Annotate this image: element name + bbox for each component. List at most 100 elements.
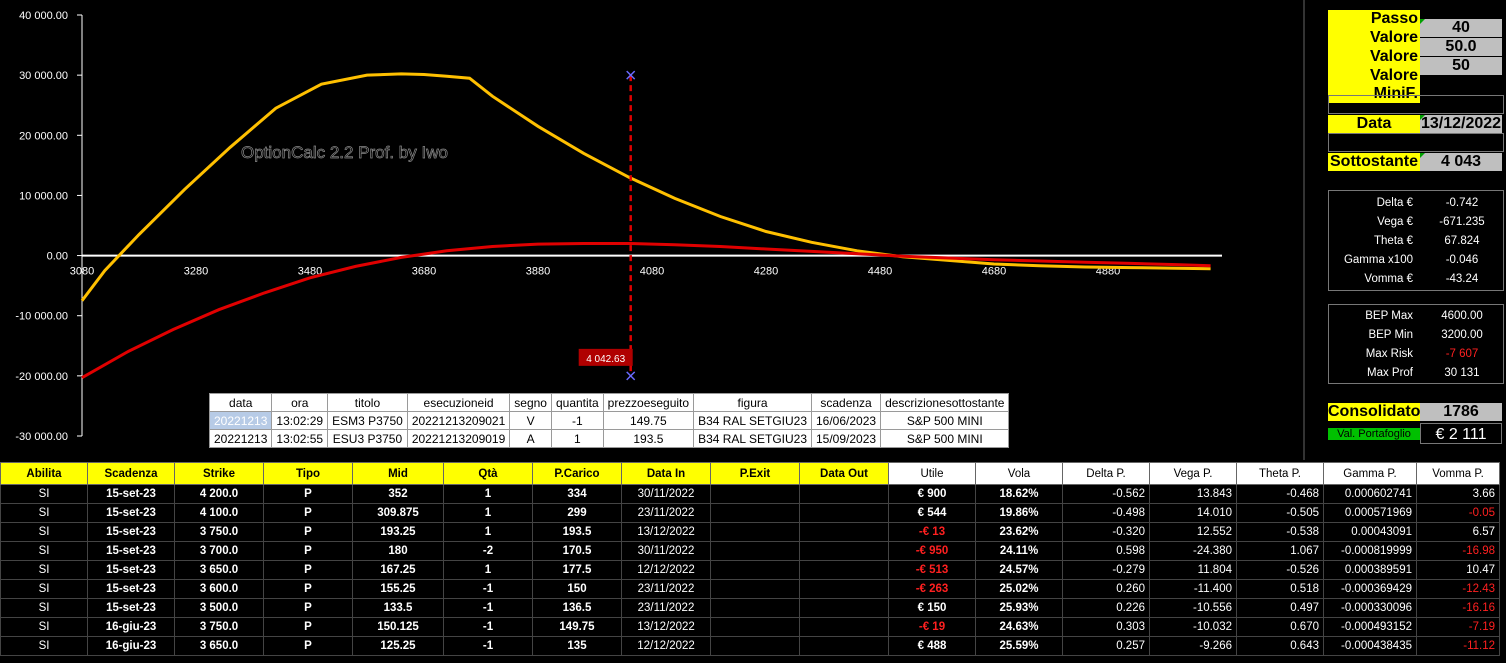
trades-cell[interactable]: ESM3 P3750	[327, 411, 408, 430]
valore-opzioni-value[interactable]: 50.0	[1420, 37, 1502, 56]
grid-cell[interactable]: -2	[443, 541, 533, 561]
grid-cell[interactable]: 15-set-23	[87, 579, 175, 599]
grid-cell[interactable]: SI	[0, 617, 88, 637]
grid-cell[interactable]: P	[263, 522, 353, 542]
grid-cell[interactable]	[799, 636, 889, 656]
trades-cell[interactable]: S&P 500 MINI	[880, 429, 1010, 448]
grid-cell[interactable]: 23/11/2022	[621, 598, 711, 618]
trades-cell[interactable]: ESU3 P3750	[327, 429, 408, 448]
grid-cell[interactable]: 3 650.0	[174, 560, 264, 580]
grid-cell[interactable]: 193.5	[532, 522, 622, 542]
trades-cell[interactable]: -1	[550, 411, 604, 430]
trades-cell[interactable]: 1	[550, 429, 604, 448]
grid-cell[interactable]: P	[263, 560, 353, 580]
grid-cell[interactable]	[710, 503, 800, 523]
trades-cell[interactable]: 15/09/2023	[810, 429, 882, 448]
grid-cell[interactable]	[710, 579, 800, 599]
grid-cell[interactable]: SI	[0, 503, 88, 523]
grid-cell[interactable]: 309.875	[352, 503, 444, 523]
grid-cell[interactable]: 1	[443, 522, 533, 542]
grid-cell[interactable]: -1	[443, 617, 533, 637]
grid-row[interactable]: SI 15-set-23 3 500.0 P 133.5 -1 136.5 23/11/202…	[0, 598, 1500, 618]
grid-cell[interactable]: SI	[0, 484, 88, 504]
grid-cell[interactable]: 125.25	[352, 636, 444, 656]
trades-cell[interactable]: B34 RAL SETGIU23	[693, 429, 812, 448]
grid-cell[interactable]: 3 750.0	[174, 617, 264, 637]
grid-cell[interactable]: 15-set-23	[87, 541, 175, 561]
grid-cell[interactable]: -1	[443, 598, 533, 618]
grid-cell[interactable]: 180	[352, 541, 444, 561]
grid-cell[interactable]	[710, 560, 800, 580]
grid-cell[interactable]: SI	[0, 560, 88, 580]
grid-cell[interactable]: P	[263, 617, 353, 637]
data-value[interactable]: 13/12/2022	[1420, 114, 1502, 133]
trades-cell[interactable]: B34 RAL SETGIU23	[693, 411, 812, 430]
trades-cell[interactable]: A	[509, 429, 552, 448]
grid-cell[interactable]	[799, 560, 889, 580]
grid-cell[interactable]: 3 750.0	[174, 522, 264, 542]
grid-cell[interactable]	[710, 617, 800, 637]
trades-row[interactable]: 20221213 13:02:55 ESU3 P3750 20221213209019…	[208, 429, 1010, 448]
grid-cell[interactable]: 352	[352, 484, 444, 504]
trades-cell[interactable]: 20221213	[208, 429, 273, 448]
grid-cell[interactable]: 15-set-23	[87, 560, 175, 580]
grid-cell[interactable]: 15-set-23	[87, 503, 175, 523]
grid-cell[interactable]	[799, 503, 889, 523]
grid-cell[interactable]: 1	[443, 503, 533, 523]
grid-cell[interactable]	[710, 598, 800, 618]
grid-cell[interactable]: 30/11/2022	[621, 541, 711, 561]
grid-cell[interactable]: 3 650.0	[174, 636, 264, 656]
trades-cell[interactable]: 13:02:29	[271, 411, 329, 430]
grid-cell[interactable]	[799, 484, 889, 504]
grid-cell[interactable]: -1	[443, 579, 533, 599]
grid-cell[interactable]: 12/12/2022	[621, 560, 711, 580]
grid-cell[interactable]	[710, 636, 800, 656]
grid-cell[interactable]: 15-set-23	[87, 598, 175, 618]
grid-cell[interactable]: 16-giu-23	[87, 636, 175, 656]
grid-cell[interactable]: SI	[0, 522, 88, 542]
grid-cell[interactable]: 13/12/2022	[621, 617, 711, 637]
grid-cell[interactable]: SI	[0, 636, 88, 656]
valore-future-value[interactable]: 50	[1420, 56, 1502, 75]
grid-cell[interactable]: 23/11/2022	[621, 503, 711, 523]
grid-cell[interactable]: 135	[532, 636, 622, 656]
grid-cell[interactable]	[799, 541, 889, 561]
trades-row[interactable]: 20221213 13:02:29 ESM3 P3750 20221213209021…	[208, 411, 1010, 430]
grid-cell[interactable]	[799, 598, 889, 618]
grid-cell[interactable]: 4 200.0	[174, 484, 264, 504]
grid-cell[interactable]	[710, 522, 800, 542]
grid-row[interactable]: SI 15-set-23 3 700.0 P 180 -2 170.5 30/11/2022 -…	[0, 541, 1500, 561]
grid-row[interactable]: SI 16-giu-23 3 750.0 P 150.125 -1 149.75 13/12/…	[0, 617, 1500, 637]
grid-cell[interactable]	[799, 579, 889, 599]
grid-cell[interactable]: 193.25	[352, 522, 444, 542]
trades-cell[interactable]: V	[509, 411, 552, 430]
grid-cell[interactable]: 299	[532, 503, 622, 523]
trades-cell[interactable]: 149.75	[602, 411, 695, 430]
grid-cell[interactable]: 13/12/2022	[621, 522, 711, 542]
grid-cell[interactable]: 1	[443, 484, 533, 504]
grid-cell[interactable]: SI	[0, 541, 88, 561]
grid-cell[interactable]: 150	[532, 579, 622, 599]
grid-cell[interactable]: -1	[443, 636, 533, 656]
trades-cell[interactable]: 20221213209019	[406, 429, 511, 448]
trades-cell[interactable]: 193.5	[602, 429, 695, 448]
trades-cell[interactable]: 16/06/2023	[810, 411, 882, 430]
grid-cell[interactable]: 15-set-23	[87, 522, 175, 542]
grid-cell[interactable]: 30/11/2022	[621, 484, 711, 504]
grid-row[interactable]: SI 15-set-23 3 600.0 P 155.25 -1 150 23/11/2022…	[0, 579, 1500, 599]
grid-cell[interactable]: 155.25	[352, 579, 444, 599]
grid-cell[interactable]: 3 700.0	[174, 541, 264, 561]
grid-cell[interactable]: 4 100.0	[174, 503, 264, 523]
grid-cell[interactable]	[710, 541, 800, 561]
grid-cell[interactable]: 149.75	[532, 617, 622, 637]
grid-cell[interactable]: 170.5	[532, 541, 622, 561]
grid-cell[interactable]: 150.125	[352, 617, 444, 637]
trades-cell[interactable]: S&P 500 MINI	[880, 411, 1010, 430]
grid-cell[interactable]: P	[263, 579, 353, 599]
grid-cell[interactable]	[799, 522, 889, 542]
grid-cell[interactable]: 133.5	[352, 598, 444, 618]
grid-cell[interactable]: 23/11/2022	[621, 579, 711, 599]
grid-row[interactable]: SI 15-set-23 4 100.0 P 309.875 1 299 23/11/2022…	[0, 503, 1500, 523]
passo-grafico-value[interactable]: 40	[1420, 18, 1502, 37]
grid-cell[interactable]: 136.5	[532, 598, 622, 618]
